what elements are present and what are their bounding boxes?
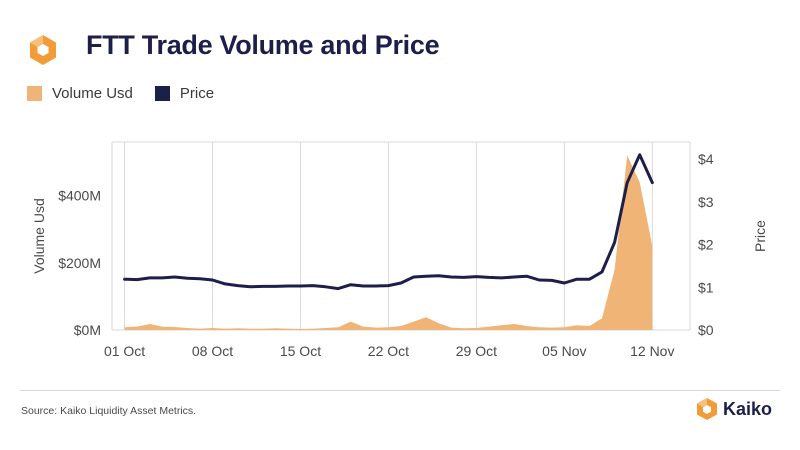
y-left-tick-label: $200M: [58, 255, 101, 271]
legend-label-price: Price: [179, 85, 215, 102]
legend-item-volume: Volume Usd: [27, 85, 133, 102]
x-tick-label: 15 Oct: [280, 343, 321, 359]
y-right-tick-label: $2: [698, 237, 714, 253]
legend-item-price: Price: [154, 85, 215, 102]
y-left-tick-label: $400M: [58, 188, 101, 204]
legend-swatch-price: [154, 86, 170, 101]
x-tick-label: 12 Nov: [630, 343, 674, 359]
chart-svg: 01 Oct 08 Oct 15 Oct 22 Oct 29 Oct 05 Nov 12 N…: [31, 141, 768, 359]
x-tick-label: 05 Nov: [542, 343, 586, 359]
kaiko-hexagon-logo-icon: [30, 35, 56, 65]
legend-label-volume: Volume Usd: [52, 85, 133, 102]
brand-name: Kaiko: [723, 398, 773, 419]
kaiko-logo-icon: [697, 398, 717, 420]
footer-divider: [20, 390, 780, 391]
brand-logo: Kaiko: [695, 397, 772, 421]
chart-legend: Volume Usd Price: [27, 85, 236, 102]
y-right-tick-label: $3: [698, 194, 714, 210]
y-right-tick-label: $0: [698, 322, 714, 338]
x-tick-label: 01 Oct: [104, 343, 145, 359]
x-tick-label: 22 Oct: [368, 343, 409, 359]
chart-title: FTT Trade Volume and Price: [86, 30, 440, 60]
legend-swatch-volume: [27, 86, 42, 101]
y-right-tick-label: $4: [698, 151, 714, 167]
x-tick-label: 08 Oct: [192, 343, 233, 359]
price-line: [123, 153, 654, 291]
y-right-axis-title: Price: [752, 220, 768, 252]
x-tick-label: 29 Oct: [456, 343, 497, 359]
y-left-axis-title: Volume Usd: [31, 198, 47, 273]
y-right-tick-label: $1: [698, 279, 714, 295]
source-note: Source: Kaiko Liquidity Asset Metrics.: [21, 405, 197, 417]
y-left-tick-label: $0M: [74, 322, 101, 338]
